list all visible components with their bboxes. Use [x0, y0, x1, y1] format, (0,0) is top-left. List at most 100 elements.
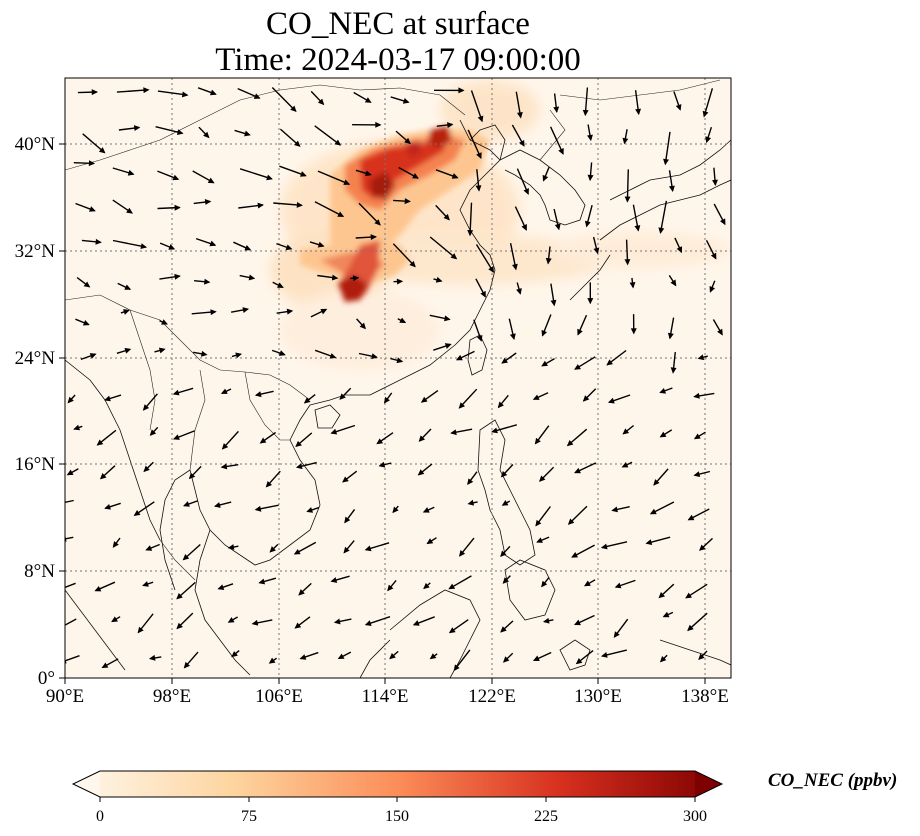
wind-arrow-head	[538, 475, 546, 482]
wind-arrow-head	[402, 97, 410, 104]
wind-arrow-head	[667, 332, 674, 340]
wind-arrow-head	[339, 393, 346, 400]
wind-arrow-head	[124, 347, 132, 354]
wind-arrow-head	[89, 206, 96, 212]
wind-arrow-head	[697, 354, 705, 361]
lon-tick-label: 138°E	[681, 686, 729, 707]
wind-arrow-head	[444, 315, 451, 322]
wind-arrow-head	[532, 394, 540, 400]
wind-arrow-head	[89, 353, 97, 359]
wind-arrow-head	[99, 472, 107, 480]
wind-arrow-head	[364, 97, 372, 103]
wind-arrow-head	[140, 243, 148, 249]
wind-arrow-head	[497, 401, 504, 409]
wind-arrow-head	[404, 198, 411, 205]
wind-arrow-head	[535, 519, 542, 527]
colorbar-tick-label: 75	[241, 808, 257, 825]
wind-arrow-head	[653, 479, 660, 486]
wind-arrow-shaft	[469, 202, 473, 236]
wind-vectors	[58, 87, 726, 672]
wind-arrow-head	[188, 472, 196, 480]
wind-arrow-head	[294, 622, 302, 629]
map-time-subtitle: Time: 2024-03-17 09:00:00	[215, 42, 581, 78]
wind-arrow-head	[183, 661, 191, 669]
wind-arrow-head	[235, 352, 243, 359]
wind-arrow-head	[176, 622, 183, 630]
wind-arrow-head	[217, 584, 225, 590]
wind-arrow-head	[296, 201, 303, 208]
lon-tick-label: 106°E	[255, 686, 303, 707]
wind-arrow-head	[702, 110, 709, 118]
wind-arrow-head	[467, 229, 474, 237]
wind-arrow-head	[334, 139, 342, 146]
wind-arrow-head	[210, 309, 217, 316]
wind-arrow-head	[404, 137, 411, 145]
wind-arrow-head	[331, 274, 339, 281]
wind-arrow-head	[286, 308, 294, 315]
wind-arrow-head	[95, 238, 102, 245]
wind-arrow-head	[343, 179, 351, 185]
wind-arrow-shaft	[314, 201, 344, 218]
wind-arrow-head	[257, 202, 264, 209]
wind-arrow-head	[58, 587, 63, 591]
wind-arrow-head	[502, 577, 510, 584]
wind-arrow-head	[133, 509, 141, 516]
wind-arrow-head	[512, 263, 518, 271]
wind-arrow-head	[554, 223, 561, 231]
wind-arrow-head	[278, 350, 286, 356]
wind-arrow-head	[329, 353, 337, 359]
wind-arrow-head	[317, 241, 325, 248]
wind-arrow-head	[364, 545, 372, 552]
wind-arrow-head	[73, 424, 81, 431]
wind-arrow-shaft	[271, 87, 297, 112]
wind-arrow-head	[712, 179, 718, 187]
wind-arrow-head	[127, 169, 135, 176]
wind-arrow-head	[148, 654, 156, 661]
wind-arrow-head	[458, 402, 466, 409]
colorbar-tick-labels: 0 75 150 225 300	[96, 808, 707, 825]
wind-arrow-head	[699, 544, 706, 551]
wind-arrow-head	[133, 125, 141, 132]
wind-arrow-head	[467, 499, 475, 506]
wind-arrow-head	[242, 307, 250, 313]
wind-arrow-head	[532, 655, 540, 662]
wind-arrow-head	[149, 429, 157, 436]
lon-tick-label: 90°E	[46, 686, 84, 707]
wind-arrow-head	[614, 582, 622, 589]
wind-arrow-head	[213, 502, 221, 508]
wind-arrow-shaft	[475, 244, 494, 273]
wind-arrow-shaft	[467, 129, 482, 159]
wind-arrow-shaft	[429, 236, 457, 260]
wind-arrow-head	[577, 328, 583, 336]
wind-arrow-head	[516, 111, 523, 119]
wind-arrow-head	[693, 433, 701, 440]
colorbar-tick-label: 0	[96, 808, 104, 825]
wind-arrow-head	[624, 259, 631, 266]
wind-arrow-head	[634, 225, 641, 232]
wind-arrow-head	[104, 503, 111, 510]
wind-arrow-head	[182, 553, 190, 561]
wind-arrow-head	[123, 309, 130, 315]
wind-arrow-head	[600, 543, 608, 550]
wind-arrow-head	[231, 651, 238, 658]
wind-arrow-head	[443, 213, 450, 221]
lon-tick-label: 130°E	[574, 686, 622, 707]
wind-arrow-shaft	[626, 169, 629, 202]
wind-arrow-head	[719, 218, 726, 226]
lat-tick-label: 0°	[38, 668, 55, 689]
wind-arrow-head	[536, 537, 543, 543]
wind-arrow-head	[709, 286, 716, 293]
wind-arrow-head	[389, 652, 396, 660]
wind-arrow-head	[221, 443, 229, 450]
wind-arrow-head	[376, 438, 384, 445]
lat-tick-label: 8°N	[24, 561, 55, 582]
colorbar-tick-label: 300	[683, 808, 707, 825]
wind-arrow-shaft	[112, 239, 147, 248]
wind-arrow-head	[417, 469, 425, 476]
wind-arrow-head	[476, 152, 482, 160]
wind-arrow-head	[621, 461, 629, 468]
wind-arrow-head	[659, 431, 667, 438]
wind-arrow-head	[477, 115, 484, 123]
colorbar-ticks	[99, 797, 696, 802]
wind-arrow-head	[371, 353, 378, 360]
